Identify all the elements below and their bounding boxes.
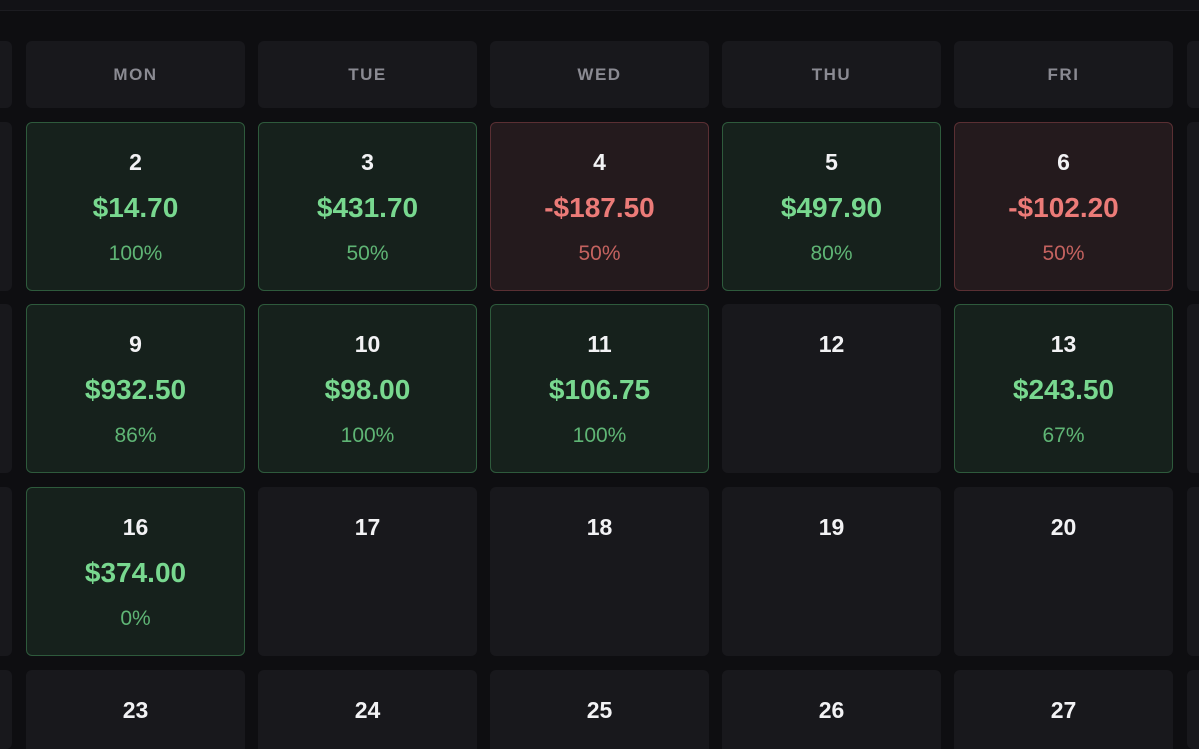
day-number: 25 bbox=[586, 697, 613, 723]
day-cell[interactable]: 19 bbox=[722, 487, 941, 656]
day-pnl: -$102.20 bbox=[1008, 192, 1119, 223]
day-number: 6 bbox=[1057, 149, 1070, 175]
day-pnl: $431.70 bbox=[316, 192, 419, 223]
day-cell[interactable]: 3 $431.70 50% bbox=[258, 122, 477, 291]
day-win-rate: 0% bbox=[120, 607, 151, 630]
day-cell[interactable]: 18 bbox=[490, 487, 709, 656]
day-number: 13 bbox=[1050, 331, 1077, 357]
day-pnl: $932.50 bbox=[84, 374, 187, 405]
saturday-cell-partial bbox=[1187, 122, 1199, 291]
day-cell[interactable]: 6 -$102.20 50% bbox=[954, 122, 1173, 291]
sunday-cell-partial bbox=[0, 304, 12, 473]
day-cell[interactable]: 13 $243.50 67% bbox=[954, 304, 1173, 473]
day-number: 12 bbox=[818, 331, 845, 357]
day-number: 16 bbox=[122, 514, 149, 540]
day-number: 18 bbox=[586, 514, 613, 540]
day-win-rate: 100% bbox=[340, 424, 395, 447]
day-cell[interactable]: 2 $14.70 100% bbox=[26, 122, 245, 291]
day-cell[interactable]: 4 -$187.50 50% bbox=[490, 122, 709, 291]
day-win-rate: 80% bbox=[810, 242, 853, 265]
day-number: 5 bbox=[825, 149, 838, 175]
day-pnl: $374.00 bbox=[84, 557, 187, 588]
day-pnl: $98.00 bbox=[324, 374, 411, 405]
day-cell[interactable]: 20 bbox=[954, 487, 1173, 656]
day-number: 3 bbox=[361, 149, 374, 175]
day-pnl: $14.70 bbox=[92, 192, 179, 223]
day-win-rate: 50% bbox=[1042, 242, 1085, 265]
saturday-header-partial bbox=[1187, 41, 1199, 108]
day-number: 17 bbox=[354, 514, 381, 540]
day-number: 24 bbox=[354, 697, 381, 723]
day-cell[interactable]: 27 bbox=[954, 670, 1173, 749]
day-number: 9 bbox=[129, 331, 142, 357]
day-number: 10 bbox=[354, 331, 381, 357]
day-win-rate: 67% bbox=[1042, 424, 1085, 447]
day-win-rate: 86% bbox=[114, 424, 157, 447]
day-number: 4 bbox=[593, 149, 606, 175]
day-cell[interactable]: 9 $932.50 86% bbox=[26, 304, 245, 473]
day-cell[interactable]: 24 bbox=[258, 670, 477, 749]
day-number: 27 bbox=[1050, 697, 1077, 723]
day-pnl: $497.90 bbox=[780, 192, 883, 223]
day-number: 20 bbox=[1050, 514, 1077, 540]
day-pnl: -$187.50 bbox=[544, 192, 655, 223]
sunday-cell-partial bbox=[0, 487, 12, 656]
weekday-header-fri: FRI bbox=[954, 41, 1173, 108]
day-cell[interactable]: 11 $106.75 100% bbox=[490, 304, 709, 473]
saturday-cell-partial bbox=[1187, 304, 1199, 473]
day-win-rate: 100% bbox=[572, 424, 627, 447]
day-cell[interactable]: 5 $497.90 80% bbox=[722, 122, 941, 291]
day-cell[interactable]: 10 $98.00 100% bbox=[258, 304, 477, 473]
sunday-cell-partial bbox=[0, 670, 12, 749]
weekday-header-mon: MON bbox=[26, 41, 245, 108]
day-win-rate: 50% bbox=[578, 242, 621, 265]
day-win-rate: 50% bbox=[346, 242, 389, 265]
day-number: 19 bbox=[818, 514, 845, 540]
day-cell[interactable]: 17 bbox=[258, 487, 477, 656]
day-win-rate: 100% bbox=[108, 242, 163, 265]
saturday-cell-partial bbox=[1187, 487, 1199, 656]
top-bar bbox=[0, 0, 1199, 11]
saturday-cell-partial bbox=[1187, 670, 1199, 749]
weekday-header-wed: WED bbox=[490, 41, 709, 108]
day-cell[interactable]: 12 bbox=[722, 304, 941, 473]
day-cell[interactable]: 26 bbox=[722, 670, 941, 749]
sunday-cell-partial bbox=[0, 122, 12, 291]
day-pnl: $243.50 bbox=[1012, 374, 1115, 405]
day-cell[interactable]: 16 $374.00 0% bbox=[26, 487, 245, 656]
day-pnl: $106.75 bbox=[548, 374, 651, 405]
day-cell[interactable]: 23 bbox=[26, 670, 245, 749]
sunday-header-partial bbox=[0, 41, 12, 108]
weekday-header-tue: TUE bbox=[258, 41, 477, 108]
day-number: 23 bbox=[122, 697, 149, 723]
weekday-header-thu: THU bbox=[722, 41, 941, 108]
day-number: 11 bbox=[587, 331, 612, 357]
day-number: 26 bbox=[818, 697, 845, 723]
day-cell[interactable]: 25 bbox=[490, 670, 709, 749]
day-number: 2 bbox=[129, 149, 142, 175]
